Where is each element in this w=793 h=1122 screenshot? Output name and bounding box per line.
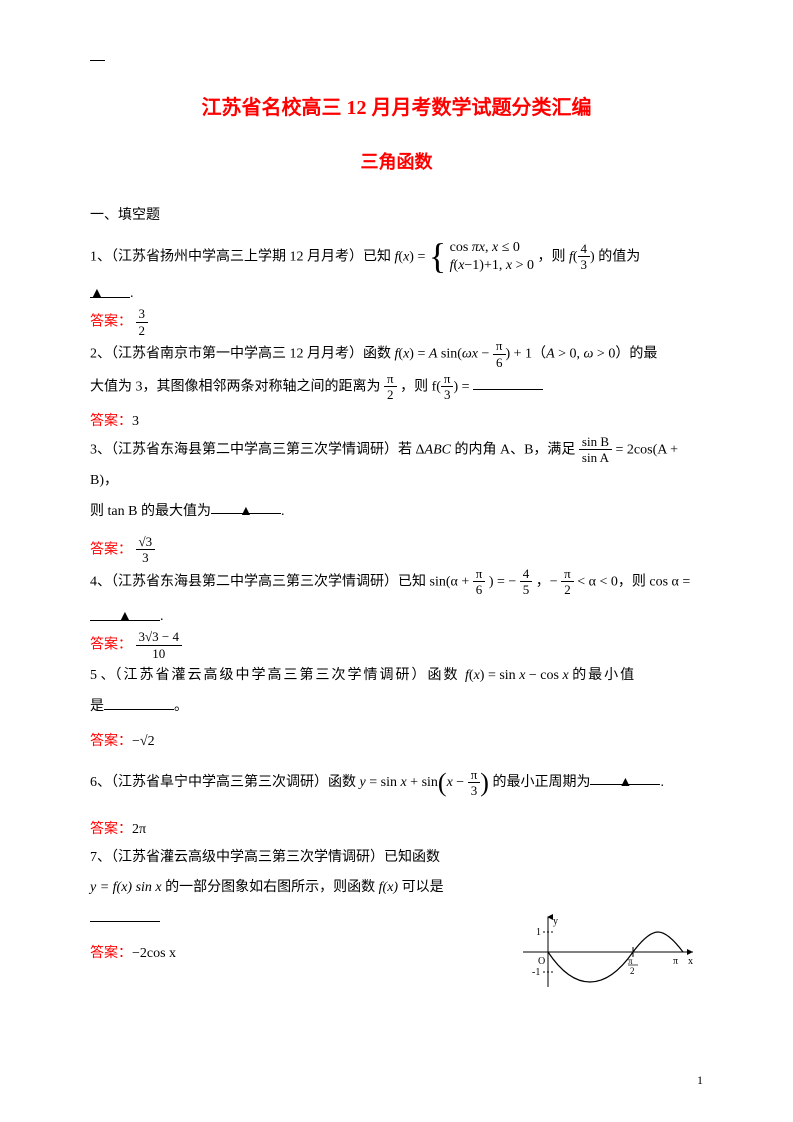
blank: ▲ (590, 768, 660, 785)
answer-label: 答案： (90, 314, 132, 329)
svg-text:-1: -1 (532, 967, 540, 978)
blank: ▲ (211, 497, 281, 514)
problem-2: 2、（江苏省南京市第一中学高三 12 月月考）函数 f(x) = A sin(ω… (90, 338, 703, 402)
brace-icon: { (429, 242, 446, 271)
title-main: 江苏省名校高三 12 月月考数学试题分类汇编 (90, 90, 703, 126)
problem-1: 1、（江苏省扬州中学高三上学期 12 月月考）已知 f(x) = { cos π… (90, 239, 703, 275)
answer-5: 答案：−√2 (90, 729, 703, 754)
answer-4: 答案： 3√3 − 410 (90, 629, 703, 661)
problem-7-graph: y x O 1 -1 π 2 π (518, 912, 698, 992)
blank-line: ▲. (90, 281, 703, 306)
problem-3: 3、（江苏省东海县第二中学高三第三次学情调研）若 ΔABC 的内角 A、B，满足… (90, 434, 703, 528)
title-sub: 三角函数 (90, 146, 703, 178)
blank-line: ▲ . (90, 604, 703, 629)
piecewise-cases: cos πx, x ≤ 0 f(x−1)+1, x > 0 (450, 239, 534, 275)
section-heading: 一、填空题 (90, 203, 703, 228)
problem-4: 4、（江苏省东海县第二中学高三第三次学情调研）已知 sin(α + π6 ) =… (90, 566, 703, 598)
svg-text:π: π (628, 956, 633, 966)
svg-text:x: x (688, 956, 693, 967)
blank (104, 693, 174, 710)
answer-1: 答案： 32 (90, 306, 703, 338)
svg-text:O: O (538, 956, 545, 967)
blank (90, 905, 160, 922)
svg-text:y: y (553, 916, 558, 927)
answer-3: 答案： √33 (90, 534, 703, 566)
problem-6: 6、（江苏省阜宁中学高三第三次调研）函数 y = sin x + sin(x −… (90, 754, 703, 811)
problem-5: 5 、（江苏省灌云高级中学高三第三次学情调研）函数 f(x) = sin x −… (90, 661, 703, 723)
blank (473, 373, 543, 390)
top-rule (90, 60, 105, 61)
answer-6: 答案：2π (90, 817, 703, 842)
answer-fraction: 32 (136, 306, 149, 338)
fraction: 43 (578, 241, 591, 273)
math-expr: f (395, 249, 399, 264)
svg-text:π: π (673, 956, 678, 967)
svg-text:1: 1 (536, 927, 541, 938)
svg-text:2: 2 (630, 966, 635, 976)
page-number: 1 (697, 1070, 703, 1092)
problem-7: 7、（江苏省灌云高级中学高三第三次学情调研）已知函数 y = f(x) sin … (90, 843, 510, 935)
answer-2: 答案：3 (90, 409, 703, 434)
